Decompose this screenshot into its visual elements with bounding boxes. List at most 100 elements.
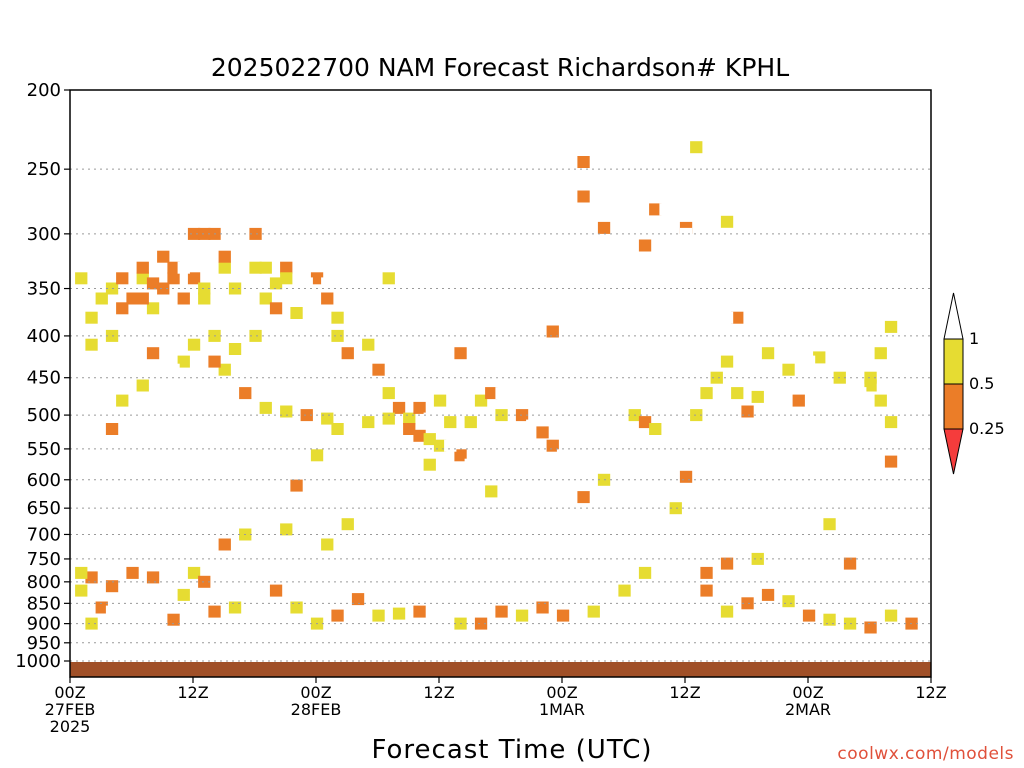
- heatmap-cell: [546, 325, 559, 338]
- heatmap-cell: [208, 355, 221, 368]
- heatmap-cell: [239, 387, 252, 400]
- heatmap-cell: [239, 250, 252, 263]
- heatmap-cell: [761, 588, 775, 601]
- heatmap-cell: [823, 436, 836, 449]
- heatmap-cell: [895, 297, 908, 310]
- heatmap-cell: [146, 609, 160, 622]
- heatmap-cell: [802, 449, 816, 462]
- heatmap-cell: [362, 338, 375, 351]
- heatmap-cell: [556, 190, 570, 203]
- plot-frame: [69, 89, 932, 678]
- heatmap-cell: [659, 387, 672, 400]
- site-credit: coolwx.com/models: [837, 744, 1014, 764]
- heatmap-cell: [792, 338, 805, 351]
- heatmap-cell: [290, 292, 303, 305]
- heatmap-cell: [228, 343, 242, 355]
- heatmap-cell: [157, 282, 170, 295]
- heatmap-cell: [761, 347, 775, 360]
- heatmap-cell: [331, 329, 344, 342]
- heatmap-cell: [628, 363, 641, 376]
- heatmap-cell: [649, 379, 662, 392]
- heatmap-cell: [843, 387, 857, 400]
- heatmap-cell: [874, 347, 887, 360]
- heatmap-cell: [423, 458, 436, 471]
- heatmap-cell: [823, 398, 836, 411]
- heatmap-cell: [669, 394, 682, 407]
- heatmap-cell: [731, 311, 744, 324]
- heatmap-cell: [423, 412, 436, 425]
- heatmap-cell: [515, 609, 529, 622]
- heatmap-cell: [556, 449, 570, 462]
- heatmap-cell: [761, 485, 775, 498]
- heatmap-cell: [280, 523, 293, 536]
- heatmap-cell: [413, 401, 426, 414]
- heatmap-cell: [136, 379, 149, 392]
- heatmap-cell: [105, 423, 119, 435]
- heatmap-cell: [505, 282, 518, 295]
- heatmap-cell: [474, 449, 488, 462]
- heatmap-cell: [895, 429, 908, 442]
- x-tick-label: 00Z: [792, 683, 823, 702]
- heatmap-cell: [874, 394, 887, 407]
- heatmap-cell: [618, 148, 631, 161]
- y-tick-label: 350: [27, 279, 61, 300]
- heatmap-cell: [587, 347, 600, 360]
- colorbar-label: 0.5: [969, 374, 994, 393]
- heatmap-cell: [454, 449, 467, 462]
- heatmap-cell: [638, 371, 652, 384]
- heatmap-cell: [167, 272, 180, 285]
- heatmap-cell: [146, 347, 160, 360]
- y-tick-label: 1000: [15, 651, 61, 672]
- heatmap-cell: [146, 302, 160, 315]
- heatmap-cell: [321, 412, 334, 425]
- heatmap-cell: [85, 338, 98, 351]
- y-tick-label: 700: [27, 524, 61, 545]
- heatmap-cell: [741, 405, 754, 418]
- heatmap-cell: [85, 311, 98, 324]
- heatmap-cell: [157, 502, 170, 515]
- heatmap-cell: [413, 605, 426, 618]
- heatmap-cell: [177, 261, 190, 274]
- heatmap-cell: [177, 355, 190, 368]
- heatmap-cell: [638, 177, 652, 190]
- heatmap-cell: [669, 177, 682, 190]
- heatmap-cell: [433, 394, 447, 407]
- heatmap-cell: [915, 409, 928, 422]
- heatmap-cell: [505, 215, 518, 228]
- heatmap-cell: [720, 311, 734, 324]
- x-tick-label: 12Z: [915, 683, 946, 702]
- heatmap-cell: [116, 394, 129, 407]
- heatmap-cell: [710, 329, 723, 342]
- heatmap-cell: [321, 292, 334, 305]
- y-tick-label: 500: [27, 405, 61, 426]
- heatmap-cell: [290, 601, 303, 614]
- heatmap-cell: [167, 613, 180, 626]
- heatmap-cell: [495, 605, 508, 618]
- heatmap-cell: [208, 605, 221, 618]
- heatmap-cell: [782, 502, 795, 515]
- heatmap-cell: [280, 261, 293, 274]
- heatmap-cell: [649, 423, 662, 435]
- heatmap-cell: [218, 538, 231, 551]
- heatmap-cell: [690, 409, 703, 422]
- heatmap-cell: [546, 141, 559, 154]
- heatmap-cell: [925, 625, 939, 638]
- heatmap-cell: [444, 416, 457, 429]
- y-tick-label: 650: [27, 498, 61, 519]
- heatmap-cell: [444, 250, 457, 263]
- y-tick-label: 300: [27, 224, 61, 245]
- heatmap-cell: [464, 416, 477, 429]
- heatmap-cell: [925, 277, 939, 290]
- heatmap-cell: [802, 355, 816, 368]
- heatmap-cell: [228, 227, 242, 240]
- x-tick-label: 28FEB: [291, 700, 342, 719]
- heatmap-cell: [198, 292, 211, 305]
- heatmap-cell: [136, 261, 149, 274]
- heatmap-cell: [577, 491, 590, 504]
- heatmap-cell: [146, 277, 160, 290]
- y-tick-label: 750: [27, 549, 61, 570]
- heatmap-cell: [700, 584, 713, 597]
- heatmap-cell: [218, 250, 231, 263]
- heatmap-cell: [177, 325, 190, 338]
